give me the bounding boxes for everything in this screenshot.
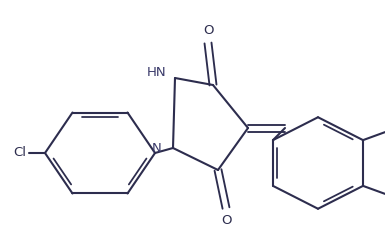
Text: Cl: Cl: [13, 147, 27, 159]
Text: N: N: [152, 142, 162, 154]
Text: HN: HN: [147, 66, 167, 79]
Text: O: O: [221, 213, 231, 227]
Text: O: O: [203, 25, 213, 38]
